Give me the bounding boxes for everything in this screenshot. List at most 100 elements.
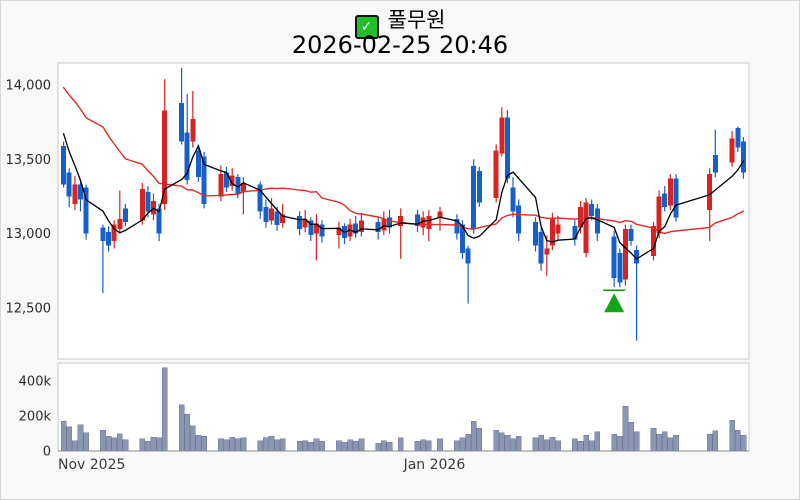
volume-bar (60, 421, 67, 452)
volume-bar (178, 404, 185, 452)
candle-body (707, 174, 713, 210)
price-pane (57, 62, 750, 360)
volume-bar (145, 441, 151, 452)
x-tick-label: Jan 2026 (403, 457, 466, 473)
candle-body (106, 232, 112, 246)
volume-bar (706, 434, 713, 452)
volume-bar (549, 436, 556, 452)
candle-body (667, 178, 673, 206)
candle-body (465, 248, 471, 264)
volume-bar (184, 414, 191, 452)
volume-bar (543, 439, 550, 452)
volume-bar (397, 437, 404, 452)
candle-body (673, 178, 679, 218)
volume-bar (302, 440, 309, 452)
volume-bar (594, 431, 601, 452)
volume-bar (83, 432, 89, 452)
candle-body (437, 211, 443, 218)
volume-bar (375, 442, 382, 452)
volume-bar (459, 437, 466, 452)
candle-body (387, 217, 392, 228)
volume-bar (274, 439, 280, 452)
candle-body (493, 150, 499, 198)
volume-bar (729, 420, 735, 452)
price-tick-label: 13,000 (6, 227, 52, 242)
volume-bar (532, 437, 539, 452)
volume-bar (307, 442, 314, 452)
candle-body (617, 253, 623, 283)
candle-body (83, 187, 89, 234)
candle-body (179, 102, 185, 142)
volume-bar (189, 425, 196, 452)
volume-tick-label: 400k (19, 375, 52, 390)
volume-bar (380, 440, 387, 452)
candle-body (224, 172, 229, 188)
volume-bar (347, 439, 353, 452)
checkmark-icon: ✓ (354, 15, 379, 39)
volume-bar (622, 406, 629, 452)
candle-body (111, 224, 117, 242)
volume-bar (571, 438, 578, 452)
candle-body (471, 166, 477, 230)
candle-body (740, 141, 746, 173)
candle-body (122, 208, 128, 222)
candle-body (476, 171, 482, 203)
candle-body (66, 172, 72, 197)
volume-bar (341, 442, 348, 452)
candle-body (549, 218, 555, 246)
volume-bar (650, 428, 657, 452)
candle-body (240, 183, 246, 192)
candle-body (229, 175, 235, 187)
volume-tick-label: 200k (19, 410, 52, 425)
buy-marker-icon (604, 293, 625, 313)
volume-bar (498, 432, 505, 452)
candle-body (460, 224, 465, 253)
candle-body (78, 184, 83, 200)
volume-bar (257, 440, 264, 452)
candle-body (510, 187, 516, 212)
candle-body (319, 224, 325, 237)
volume-bar (740, 435, 747, 452)
volume-bar (77, 424, 84, 452)
chart-title-text: 풀무원 (387, 8, 446, 32)
candle-body (538, 232, 544, 264)
candle-body (218, 174, 224, 197)
volume-bar (139, 438, 146, 452)
volume-bar (229, 436, 236, 452)
volume-bar (223, 439, 230, 452)
volume-bar (656, 434, 662, 452)
volume-bar (583, 435, 589, 452)
volume-bar (336, 440, 342, 452)
volume-bar (414, 441, 421, 452)
candle-body (572, 226, 578, 240)
volume-bar (616, 435, 623, 452)
ma20-line (62, 86, 745, 235)
candle-body (117, 218, 123, 230)
candle-body (381, 218, 387, 231)
candle-body (426, 215, 432, 230)
volume-bar (66, 426, 73, 452)
candle-body (195, 150, 201, 178)
candle-body (156, 208, 162, 234)
volume-bar (437, 438, 443, 452)
candle-body (375, 221, 381, 233)
volume-bar (628, 421, 634, 452)
candle-body (257, 184, 263, 212)
volume-bar (734, 429, 741, 452)
candle-body (611, 236, 617, 279)
candle-body (72, 184, 78, 204)
volume-bar (420, 439, 427, 452)
candle-body (145, 192, 151, 212)
candle-body (61, 146, 67, 185)
candle-body (516, 205, 522, 234)
candle-body (712, 154, 718, 173)
volume-bar (319, 441, 325, 452)
volume-tick-label: 0 (43, 445, 51, 460)
volume-bar (633, 431, 640, 452)
candle-body (201, 156, 207, 204)
volume-bar (279, 438, 286, 452)
candle-body (555, 224, 561, 234)
volume-bar (72, 440, 78, 452)
volume-bar (263, 437, 269, 452)
